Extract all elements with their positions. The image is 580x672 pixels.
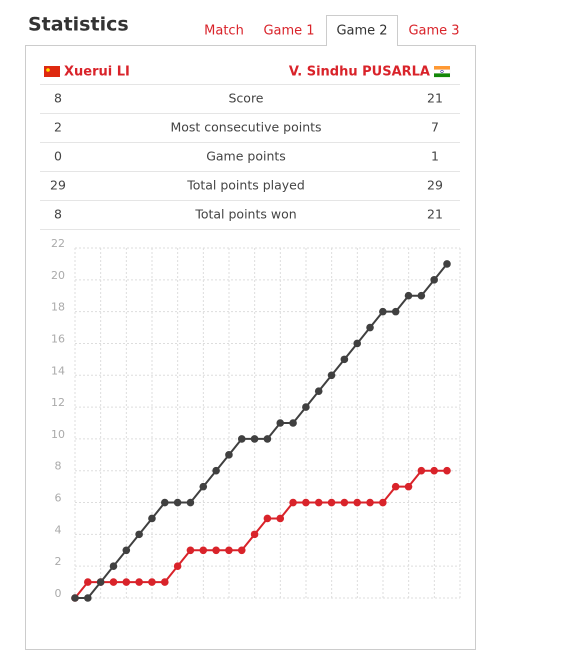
table-cell: 0 bbox=[54, 149, 62, 164]
data-point bbox=[148, 578, 156, 586]
data-point bbox=[340, 355, 349, 364]
tab-active-border bbox=[326, 15, 398, 46]
data-point bbox=[379, 307, 387, 316]
data-point bbox=[84, 594, 92, 602]
table-cell: Total points won bbox=[194, 207, 296, 222]
data-point bbox=[276, 514, 285, 523]
data-point bbox=[173, 498, 182, 507]
data-point bbox=[225, 451, 233, 459]
data-point bbox=[160, 578, 169, 586]
flag-china bbox=[44, 66, 60, 77]
title: Statistics bbox=[28, 14, 129, 36]
tab[interactable]: Match bbox=[204, 24, 244, 39]
tab[interactable]: Game 2 bbox=[336, 24, 387, 39]
data-point bbox=[186, 498, 195, 507]
data-point bbox=[289, 498, 297, 507]
y-tick-label: 6 bbox=[55, 492, 62, 505]
data-point bbox=[276, 419, 285, 427]
data-point bbox=[289, 419, 297, 427]
data-point bbox=[430, 276, 438, 284]
data-point bbox=[404, 291, 413, 300]
data-point bbox=[443, 466, 451, 475]
table-cell: Total points played bbox=[186, 178, 305, 193]
data-point bbox=[148, 514, 156, 523]
table-cell: 2 bbox=[54, 120, 62, 135]
series-line bbox=[75, 263, 448, 599]
panel bbox=[25, 45, 476, 650]
table-cell: 7 bbox=[431, 120, 439, 135]
data-point bbox=[443, 260, 451, 268]
data-point bbox=[186, 546, 195, 555]
data-point bbox=[391, 482, 400, 491]
data-point bbox=[302, 498, 310, 507]
data-point bbox=[327, 371, 336, 380]
table-cell: Most consecutive points bbox=[170, 120, 321, 135]
table-cell: Score bbox=[228, 91, 263, 106]
y-tick-label: 4 bbox=[55, 523, 62, 536]
data-point bbox=[417, 291, 426, 300]
data-point bbox=[237, 435, 246, 443]
y-tick-label: 22 bbox=[51, 237, 65, 250]
data-point bbox=[199, 482, 208, 491]
table-cell: 29 bbox=[50, 178, 66, 193]
data-point bbox=[160, 498, 169, 507]
table-cell: 8 bbox=[54, 91, 62, 106]
data-point bbox=[237, 546, 246, 555]
y-tick-label: 20 bbox=[51, 269, 65, 282]
data-point bbox=[263, 514, 272, 523]
data-point bbox=[84, 578, 92, 586]
y-tick-label: 8 bbox=[55, 460, 62, 473]
data-point bbox=[173, 562, 182, 570]
data-point bbox=[212, 466, 220, 475]
y-tick-label: 14 bbox=[51, 364, 65, 377]
table-cell: 21 bbox=[427, 207, 443, 222]
data-point bbox=[263, 435, 272, 443]
y-tick-label: 18 bbox=[51, 301, 65, 314]
data-point bbox=[212, 546, 220, 555]
tab[interactable]: Game 1 bbox=[263, 24, 314, 39]
data-point bbox=[430, 466, 438, 475]
data-point bbox=[109, 562, 118, 570]
tab[interactable]: Game 3 bbox=[408, 24, 459, 39]
y-tick-label: 16 bbox=[51, 332, 65, 345]
table-cell: 1 bbox=[431, 149, 439, 164]
data-point bbox=[417, 466, 426, 475]
data-point bbox=[391, 307, 400, 316]
data-point bbox=[353, 339, 362, 348]
y-tick-label: 10 bbox=[51, 428, 65, 441]
player-left: Xuerui LI bbox=[64, 65, 130, 80]
data-point bbox=[199, 546, 208, 555]
data-point bbox=[122, 578, 131, 586]
table-cell: 8 bbox=[54, 207, 62, 222]
data-point bbox=[302, 403, 310, 411]
flag-india bbox=[433, 66, 451, 78]
data-point bbox=[379, 498, 387, 507]
data-point bbox=[96, 578, 105, 586]
data-point bbox=[404, 482, 413, 491]
table-cell: Game points bbox=[206, 149, 286, 164]
data-point bbox=[327, 498, 336, 507]
data-point bbox=[250, 435, 259, 443]
data-point bbox=[135, 530, 143, 539]
data-point bbox=[135, 578, 143, 586]
data-point bbox=[71, 594, 79, 602]
data-point bbox=[314, 498, 323, 507]
table-cell: 21 bbox=[427, 91, 443, 106]
data-point bbox=[353, 498, 362, 507]
y-tick-label: 2 bbox=[55, 555, 62, 568]
table-cell: 29 bbox=[427, 178, 443, 193]
y-tick-label: 12 bbox=[51, 396, 65, 409]
data-point bbox=[250, 530, 259, 539]
data-point bbox=[225, 546, 233, 555]
data-point bbox=[340, 498, 349, 507]
data-point bbox=[109, 578, 118, 586]
data-point bbox=[366, 498, 374, 507]
y-tick-label: 0 bbox=[55, 587, 62, 600]
data-point bbox=[366, 323, 374, 332]
data-point bbox=[122, 546, 131, 555]
player-right: V. Sindhu PUSARLA bbox=[289, 65, 430, 80]
data-point bbox=[314, 387, 323, 395]
